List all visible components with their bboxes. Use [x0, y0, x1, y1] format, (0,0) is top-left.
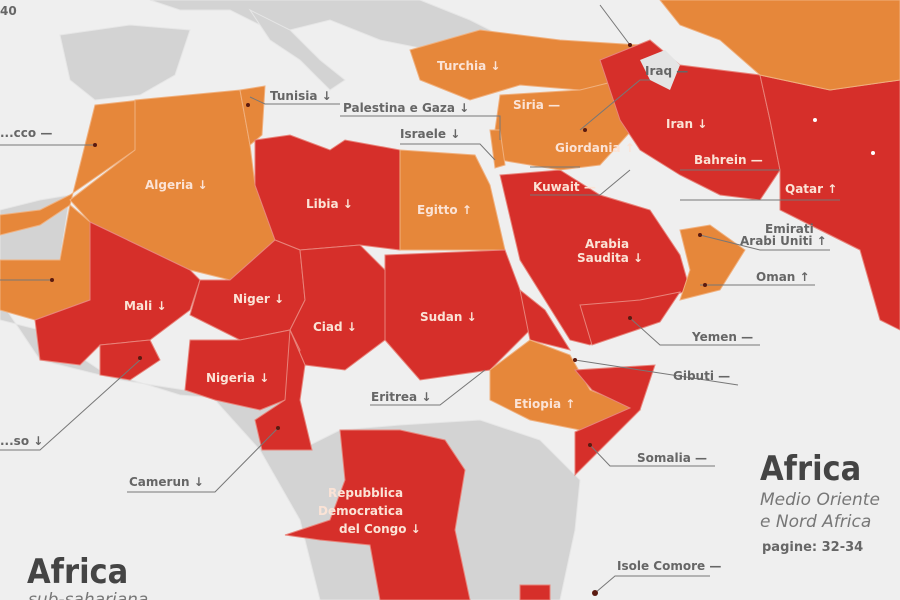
svg-text:Oman ↑: Oman ↑ — [756, 270, 810, 284]
svg-text:Libia ↓: Libia ↓ — [306, 197, 353, 211]
country-rdc[interactable] — [284, 429, 471, 600]
label-camerun[interactable]: Camerun ↓ — [129, 475, 204, 489]
label-kuwait[interactable]: Kuwait — — [533, 180, 596, 194]
country-partial — [519, 584, 551, 600]
svg-text:Medio Oriente: Medio Oriente — [760, 490, 880, 510]
svg-text:Yemen —: Yemen — — [691, 330, 753, 344]
country-somalia[interactable] — [573, 364, 656, 477]
leader-lines — [0, 4, 840, 594]
country-eritrea[interactable] — [519, 288, 572, 351]
section-mena[interactable]: Africa Medio Oriente e Nord Africa pagin… — [760, 449, 880, 555]
svg-text:Tunisia ↓: Tunisia ↓ — [270, 89, 332, 103]
svg-text:Palestina e Gaza ↓: Palestina e Gaza ↓ — [343, 101, 469, 115]
label-niger[interactable]: Niger ↓ — [233, 292, 284, 306]
label-israele[interactable]: Israele ↓ — [400, 127, 460, 141]
country-central-asia[interactable] — [659, 0, 900, 91]
svg-text:sub-sahariana: sub-sahariana — [28, 590, 148, 600]
svg-text:Democratica: Democratica — [318, 504, 403, 518]
section-title: Africa — [760, 449, 861, 489]
svg-text:Etiopia ↑: Etiopia ↑ — [514, 397, 575, 411]
country-oman[interactable] — [679, 224, 746, 301]
label-tunisia[interactable]: Tunisia ↓ — [270, 89, 332, 103]
label-ciad[interactable]: Ciad ↓ — [313, 320, 357, 334]
svg-text:Siria —: Siria — — [513, 98, 560, 112]
country-camerun[interactable] — [254, 329, 313, 451]
label-libia[interactable]: Libia ↓ — [306, 197, 353, 211]
svg-text:Niger ↓: Niger ↓ — [233, 292, 284, 306]
svg-text:Isole Comore —: Isole Comore — — [617, 559, 721, 573]
country-nigeria[interactable] — [184, 329, 301, 411]
country-burkina-faso[interactable] — [99, 339, 161, 381]
label-arabia[interactable]: Arabia Saudita ↓ — [577, 237, 643, 265]
label-mali[interactable]: Mali ↓ — [124, 299, 167, 313]
label-bahrein[interactable]: Bahrein — — [694, 153, 763, 167]
country-sudan[interactable] — [384, 249, 531, 381]
svg-text:Somalia —: Somalia — — [637, 451, 707, 465]
svg-text:Bahrein —: Bahrein — — [694, 153, 763, 167]
country-spain — [59, 24, 191, 101]
label-nigeria[interactable]: Nigeria ↓ — [206, 371, 269, 385]
country-egitto[interactable] — [399, 149, 506, 251]
svg-text:Sudan ↓: Sudan ↓ — [420, 310, 477, 324]
svg-text:Giordania ↑: Giordania ↑ — [555, 141, 635, 155]
label-yemen[interactable]: Yemen — — [691, 330, 753, 344]
country-dots — [50, 43, 875, 596]
label-iran[interactable]: Iran ↓ — [666, 117, 707, 131]
label-gibuti[interactable]: Gibuti — — [673, 369, 730, 383]
svg-text:Gibuti —: Gibuti — — [673, 369, 730, 383]
svg-text:Turchia ↓: Turchia ↓ — [437, 59, 500, 73]
label-sudan[interactable]: Sudan ↓ — [420, 310, 477, 324]
label-egitto[interactable]: Egitto ↑ — [417, 203, 472, 217]
label-burkina[interactable]: ...so ↓ — [0, 434, 43, 448]
page-fragment: 40 — [0, 4, 17, 18]
section-subsahara[interactable]: Africa sub-sahariana — [27, 552, 148, 600]
svg-text:Repubblica: Repubblica — [328, 486, 403, 500]
label-comore[interactable]: Isole Comore — — [617, 559, 721, 573]
label-etiopia[interactable]: Etiopia ↑ — [514, 397, 575, 411]
label-turchia[interactable]: Turchia ↓ — [437, 59, 500, 73]
svg-text:...cco —: ...cco — — [0, 126, 52, 140]
svg-text:Kuwait —: Kuwait — — [533, 180, 596, 194]
svg-text:Camerun ↓: Camerun ↓ — [129, 475, 204, 489]
svg-text:del Congo ↓: del Congo ↓ — [339, 522, 421, 536]
svg-text:...so ↓: ...so ↓ — [0, 434, 43, 448]
label-siria[interactable]: Siria — — [513, 98, 560, 112]
svg-text:Nigeria ↓: Nigeria ↓ — [206, 371, 269, 385]
svg-text:Qatar ↑: Qatar ↑ — [785, 182, 837, 196]
label-iraq[interactable]: Iraq — — [645, 64, 688, 78]
svg-text:Mali ↓: Mali ↓ — [124, 299, 167, 313]
svg-text:Arabia: Arabia — [585, 237, 629, 251]
svg-text:Ciad ↓: Ciad ↓ — [313, 320, 357, 334]
svg-text:Eritrea ↓: Eritrea ↓ — [371, 390, 431, 404]
label-somalia[interactable]: Somalia — — [637, 451, 707, 465]
svg-text:Emirati: Emirati — [765, 222, 814, 236]
svg-text:Iraq —: Iraq — — [645, 64, 688, 78]
country-afghanistan-pakistan[interactable] — [759, 74, 900, 331]
country-ciad[interactable] — [289, 244, 386, 371]
label-qatar[interactable]: Qatar ↑ — [785, 182, 837, 196]
label-emirati[interactable]: Emirati Arabi Uniti ↑ — [740, 222, 827, 248]
section-title: Africa — [27, 552, 128, 592]
label-marocco[interactable]: ...cco — — [0, 126, 52, 140]
page-reference: pagine: 32-34 — [762, 540, 863, 555]
label-rdc[interactable]: Repubblica Democratica del Congo ↓ — [318, 486, 421, 536]
svg-text:Saudita ↓: Saudita ↓ — [577, 251, 643, 265]
country-europe — [149, 0, 502, 51]
svg-text:Egitto ↑: Egitto ↑ — [417, 203, 472, 217]
label-eritrea[interactable]: Eritrea ↓ — [371, 390, 431, 404]
country-libia[interactable] — [254, 134, 401, 251]
svg-text:Arabi Uniti ↑: Arabi Uniti ↑ — [740, 234, 827, 248]
svg-text:Israele ↓: Israele ↓ — [400, 127, 460, 141]
svg-text:Iran ↓: Iran ↓ — [666, 117, 707, 131]
svg-text:e Nord Africa: e Nord Africa — [760, 512, 871, 532]
label-giordania[interactable]: Giordania ↑ — [555, 141, 635, 155]
label-oman[interactable]: Oman ↑ — [756, 270, 810, 284]
svg-text:Algeria ↓: Algeria ↓ — [145, 178, 208, 192]
label-palestina[interactable]: Palestina e Gaza ↓ — [343, 101, 469, 115]
label-algeria[interactable]: Algeria ↓ — [145, 178, 208, 192]
country-italy — [248, 8, 346, 91]
